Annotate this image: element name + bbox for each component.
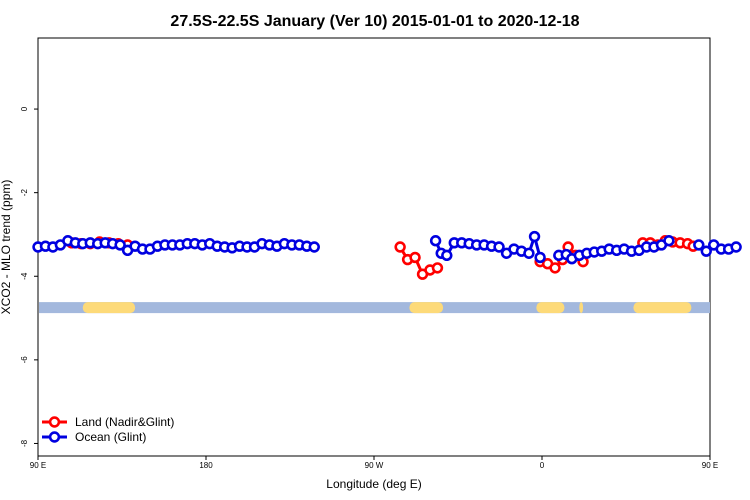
legend-label-ocean: Ocean (Glint) [75, 430, 146, 444]
land-band-segment-2 [536, 302, 565, 314]
x-axis-label: Longitude (deg E) [326, 477, 421, 491]
y-tick-label-2: -4 [20, 272, 29, 280]
ocean-point-2-9 [493, 241, 505, 253]
ocean-point-0-11 [114, 239, 126, 251]
y-tick-label-0: 0 [20, 106, 29, 111]
land-band-segment-4 [633, 302, 692, 314]
ocean-point-4-0 [693, 239, 705, 251]
series-ocean [32, 230, 742, 265]
chart-title: 27.5S-22.5S January (Ver 10) 2015-01-01 … [170, 13, 579, 30]
x-tick-label-1: 180 [199, 461, 213, 470]
ocean-point-2-14 [528, 230, 541, 243]
x-tick-label-4: 90 E [702, 461, 718, 470]
y-axis: 0 -2 -4 -6 -8 [20, 106, 38, 447]
legend-item-ocean: Ocean (Glint) [42, 430, 146, 444]
legend: Land (Nadir&Glint) Ocean (Glint) [42, 415, 174, 444]
ocean-point-2-13 [523, 247, 535, 259]
land-point-1-0 [394, 241, 406, 253]
land-band-segment-1 [409, 302, 444, 314]
ocean-point-2-15 [534, 251, 546, 264]
land-band-segment-0 [82, 302, 136, 314]
ocean-point-3-15 [663, 235, 675, 247]
land-point-2-2 [549, 262, 561, 274]
legend-swatch-land-marker [48, 416, 61, 428]
y-tick-label-4: -8 [20, 439, 29, 447]
x-tick-label-3: 0 [540, 461, 545, 470]
ocean-band [39, 302, 710, 314]
ocean-point-4-1 [700, 245, 712, 257]
legend-swatch-ocean-marker [48, 431, 61, 443]
y-axis-label: XCO2 - MLO trend (ppm) [0, 180, 13, 315]
land-band-segment-3 [579, 302, 584, 314]
legend-item-land: Land (Nadir&Glint) [42, 415, 174, 429]
x-tick-label-0: 90 E [30, 461, 46, 470]
ocean-point-1-25 [308, 241, 320, 253]
land-point-1-5 [431, 262, 444, 274]
ocean-point-2-0 [429, 235, 442, 247]
x-axis: 90 E 180 90 W 0 90 E [30, 456, 718, 470]
ocean-point-4-5 [730, 241, 742, 253]
legend-label-land: Land (Nadir&Glint) [75, 415, 174, 429]
y-tick-label-1: -2 [20, 189, 29, 197]
land-point-1-2 [409, 251, 421, 264]
x-tick-label-2: 90 W [365, 461, 384, 470]
ocean-point-2-2 [441, 249, 453, 262]
land-ocean-band [39, 302, 710, 314]
series-layer [32, 230, 742, 280]
y-tick-label-3: -6 [20, 356, 29, 364]
